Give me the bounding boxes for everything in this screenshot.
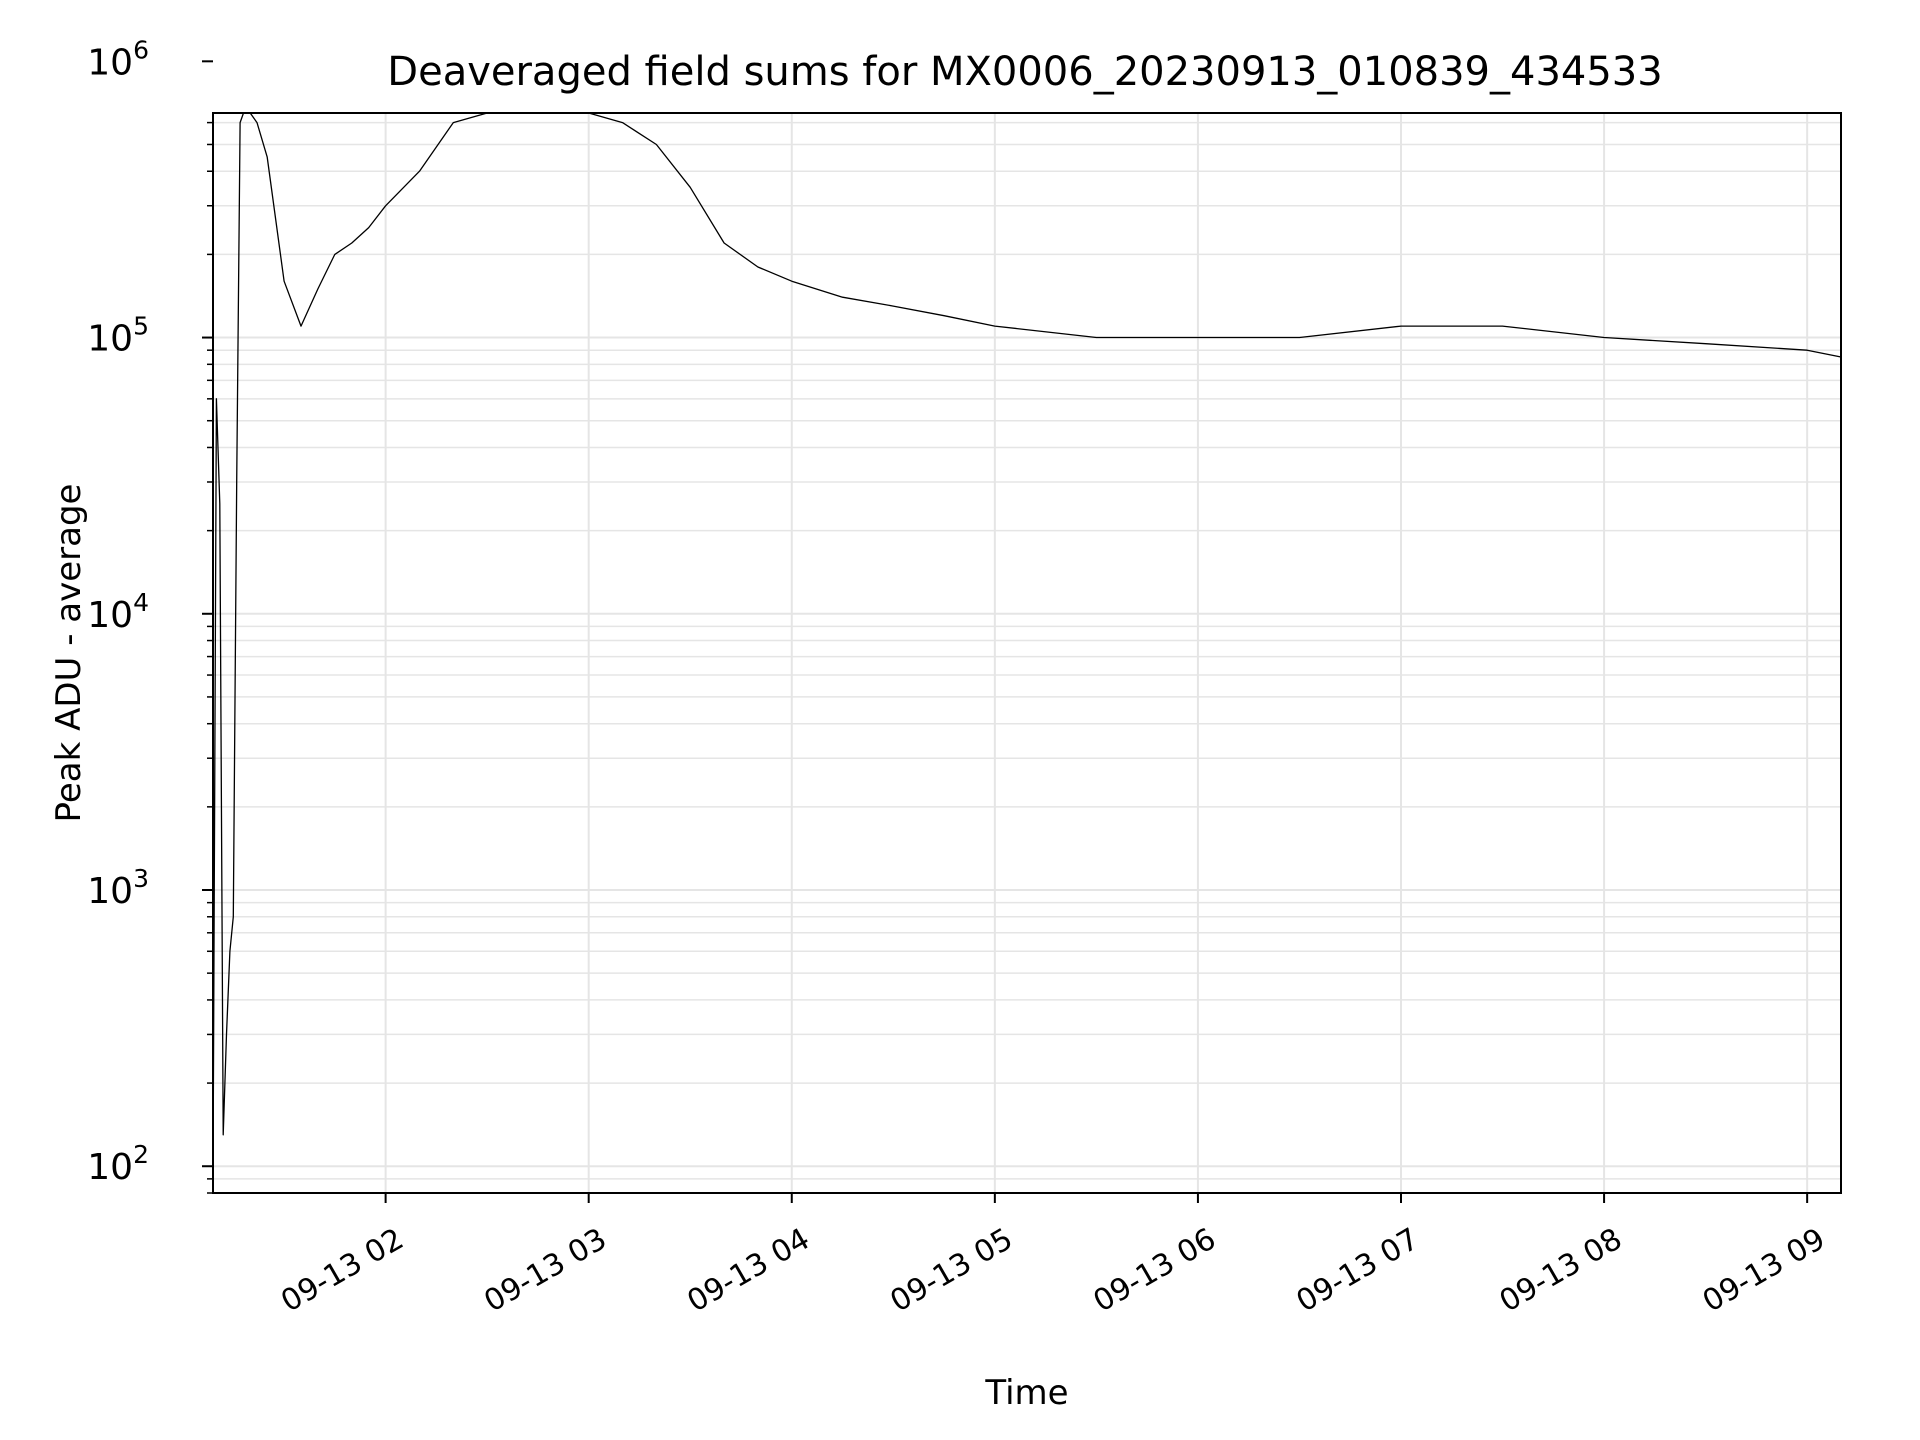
y-tick-exponent: 6 bbox=[133, 35, 149, 64]
grid bbox=[213, 113, 1841, 1194]
y-axis-label: Peak ADU - average bbox=[49, 484, 89, 823]
data-series-line bbox=[212, 112, 1842, 1179]
chart-title: Deaveraged field sums for MX0006_2023091… bbox=[387, 49, 1662, 95]
x-axis-label: Time bbox=[984, 1373, 1068, 1413]
y-tick-label: 103 bbox=[87, 864, 149, 912]
plot-area bbox=[212, 112, 1842, 1179]
plot-frame bbox=[212, 112, 1842, 1194]
y-tick-exponent: 5 bbox=[133, 312, 149, 341]
y-tick-exponent: 2 bbox=[133, 1140, 149, 1169]
y-tick-exponent: 4 bbox=[133, 588, 149, 617]
y-tick-exponent: 3 bbox=[133, 864, 149, 893]
